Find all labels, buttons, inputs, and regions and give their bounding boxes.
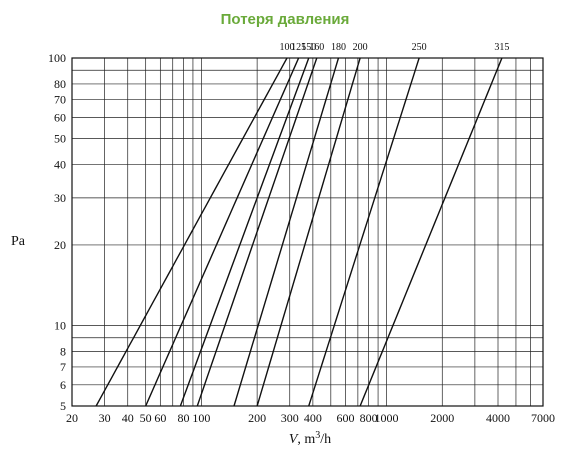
series-label-100: 100 <box>280 42 295 53</box>
series-line-160 <box>196 57 318 407</box>
x-tick-label: 4000 <box>486 411 510 425</box>
series-line-100 <box>95 57 288 407</box>
series-label-200: 200 <box>353 42 368 53</box>
x-tick-label: 7000 <box>531 411 555 425</box>
series-label-150: 150 <box>301 42 316 53</box>
x-tick-label: 400 <box>304 411 322 425</box>
x-tick-label: 50 <box>140 411 152 425</box>
curve-layer <box>95 57 503 407</box>
x-tick-label: 800 <box>360 411 378 425</box>
x-axis-label-superscript: 3 <box>315 430 320 441</box>
series-line-125 <box>145 57 300 407</box>
x-axis-label-unit: , m <box>297 432 315 447</box>
series-line-180 <box>233 57 340 407</box>
y-tick-label: 20 <box>54 238 66 252</box>
series-label-125: 125 <box>291 42 306 53</box>
x-tick-label: 2000 <box>430 411 454 425</box>
x-tick-label: 60 <box>154 411 166 425</box>
x-axis-label: V, m3/h <box>289 430 331 447</box>
y-axis-label: Pa <box>11 234 26 249</box>
y-tick-label: 40 <box>54 157 66 171</box>
series-label-180: 180 <box>331 42 346 53</box>
y-tick-label: 5 <box>60 399 66 413</box>
x-tick-label: 20 <box>66 411 78 425</box>
x-tick-label: 600 <box>336 411 354 425</box>
series-line-250 <box>308 57 420 407</box>
y-tick-label: 8 <box>60 344 66 358</box>
series-label-250: 250 <box>412 42 427 53</box>
y-tick-label: 6 <box>60 378 66 392</box>
y-tick-label: 7 <box>60 360 66 374</box>
y-tick-label: 70 <box>54 92 66 106</box>
y-tick-label: 80 <box>54 77 66 91</box>
y-tick-label: 100 <box>48 51 66 65</box>
grid-layer <box>71 57 544 407</box>
x-tick-label: 300 <box>281 411 299 425</box>
y-tick-label: 60 <box>54 110 66 124</box>
x-tick-label: 40 <box>122 411 134 425</box>
series-line-315 <box>359 57 503 407</box>
series-line-150 <box>179 57 310 407</box>
y-tick-label: 10 <box>54 318 66 332</box>
x-tick-label: 100 <box>192 411 210 425</box>
x-tick-label: 1000 <box>375 411 399 425</box>
chart-title: Потеря давления <box>221 11 350 28</box>
series-label-315: 315 <box>494 42 509 53</box>
x-axis-label-tail: /h <box>320 432 331 447</box>
y-tick-label: 30 <box>54 191 66 205</box>
x-axis-label-variable: V <box>289 432 299 447</box>
x-tick-label: 80 <box>177 411 189 425</box>
plot-frame <box>71 57 544 407</box>
x-tick-label: 30 <box>99 411 111 425</box>
y-tick-label: 50 <box>54 132 66 146</box>
series-label-160: 160 <box>309 42 324 53</box>
series-line-200 <box>256 57 361 407</box>
x-tick-label: 200 <box>248 411 266 425</box>
